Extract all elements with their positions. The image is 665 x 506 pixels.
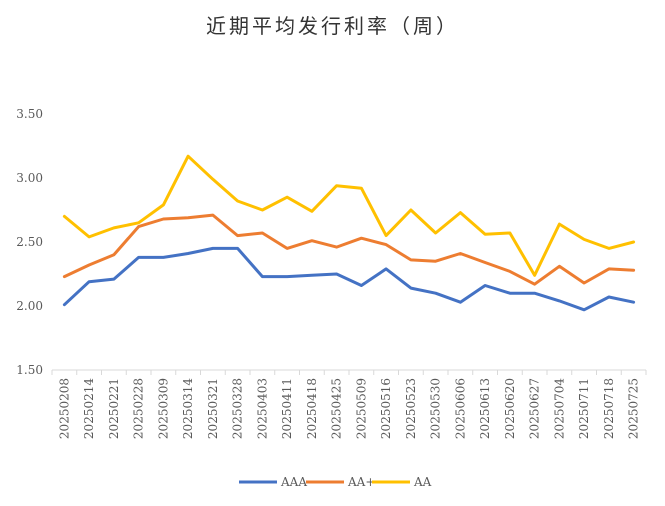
x-tick-label: 20250606 (453, 378, 467, 439)
series-line-aa (62, 154, 636, 277)
x-tick-label: 20250321 (206, 378, 220, 439)
x-tick-label: 20250314 (181, 378, 195, 439)
chart-title: 近期平均发行利率（周） (206, 14, 459, 38)
x-tick-label: 20250718 (602, 378, 616, 439)
x-tick-label: 20250516 (379, 378, 393, 439)
x-tick-label: 20250418 (305, 378, 319, 439)
series-line-aaa (62, 246, 636, 312)
x-tick-label: 20250214 (82, 378, 96, 439)
series-line-aa-plus (62, 213, 636, 286)
x-tick-label: 20250627 (528, 378, 542, 439)
series-layer (62, 154, 636, 312)
x-tick-label: 20250523 (404, 378, 418, 439)
x-tick-label: 20250403 (255, 378, 269, 439)
x-tick-label: 20250530 (429, 378, 443, 439)
x-tick-label: 20250613 (478, 378, 492, 439)
x-tick-label: 20250509 (354, 378, 368, 439)
y-tick-label: 1.50 (16, 363, 43, 377)
y-tick-label: 3.50 (16, 107, 43, 121)
legend-label: AAA (280, 475, 307, 489)
legend-label: AA+ (347, 475, 375, 489)
y-tick-label: 2.00 (16, 299, 43, 313)
x-tick-label: 20250620 (503, 378, 517, 439)
x-tick-label: 20250208 (57, 378, 71, 439)
x-tick-label: 20250725 (627, 378, 641, 439)
x-tick-label: 20250425 (330, 378, 344, 439)
x-tick-label: 20250711 (577, 378, 591, 439)
x-tick-label: 20250221 (107, 378, 121, 439)
axis-layer: 1.50 2.00 2.50 3.00 3.50 20250208 20250214 2025… (16, 107, 647, 439)
legend: AAA AA+ AA (239, 475, 432, 489)
y-tick-label: 3.00 (16, 171, 43, 185)
x-tick-label: 20250309 (156, 378, 170, 439)
y-tick-label: 2.50 (16, 235, 43, 249)
x-tick-label: 20250228 (132, 378, 146, 439)
x-tick-label: 20250411 (280, 378, 294, 439)
legend-label: AA (413, 475, 432, 489)
x-tick-label: 20250704 (552, 378, 566, 439)
x-tick-label: 20250328 (231, 378, 245, 439)
